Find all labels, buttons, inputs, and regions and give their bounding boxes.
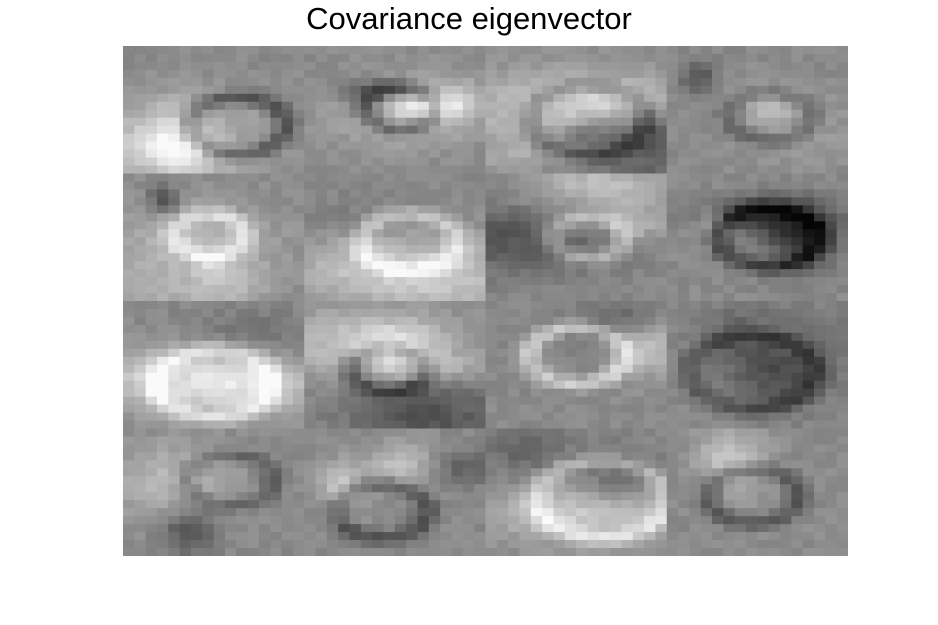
eigenvector-tile xyxy=(485,301,668,430)
eigenvector-mosaic xyxy=(123,46,848,556)
eigenvector-tile xyxy=(304,173,487,302)
eigenvector-image-grid xyxy=(123,46,848,556)
eigenvector-tile xyxy=(123,301,305,430)
eigenvector-tile xyxy=(304,301,487,430)
eigenvector-tile xyxy=(123,46,305,175)
eigenvector-tile xyxy=(666,428,848,556)
eigenvector-tile xyxy=(123,428,305,556)
eigenvector-tile xyxy=(666,301,848,430)
eigenvector-tile xyxy=(304,46,487,175)
eigenvector-tile xyxy=(123,173,305,302)
eigenvector-tile xyxy=(485,46,668,175)
eigenvector-tile xyxy=(666,46,848,175)
figure-title: Covariance eigenvector xyxy=(306,1,632,36)
eigenvector-tile xyxy=(485,173,668,302)
eigenvector-tile xyxy=(666,173,848,302)
eigenvector-tile xyxy=(485,428,668,556)
eigenvector-tile xyxy=(304,428,487,556)
